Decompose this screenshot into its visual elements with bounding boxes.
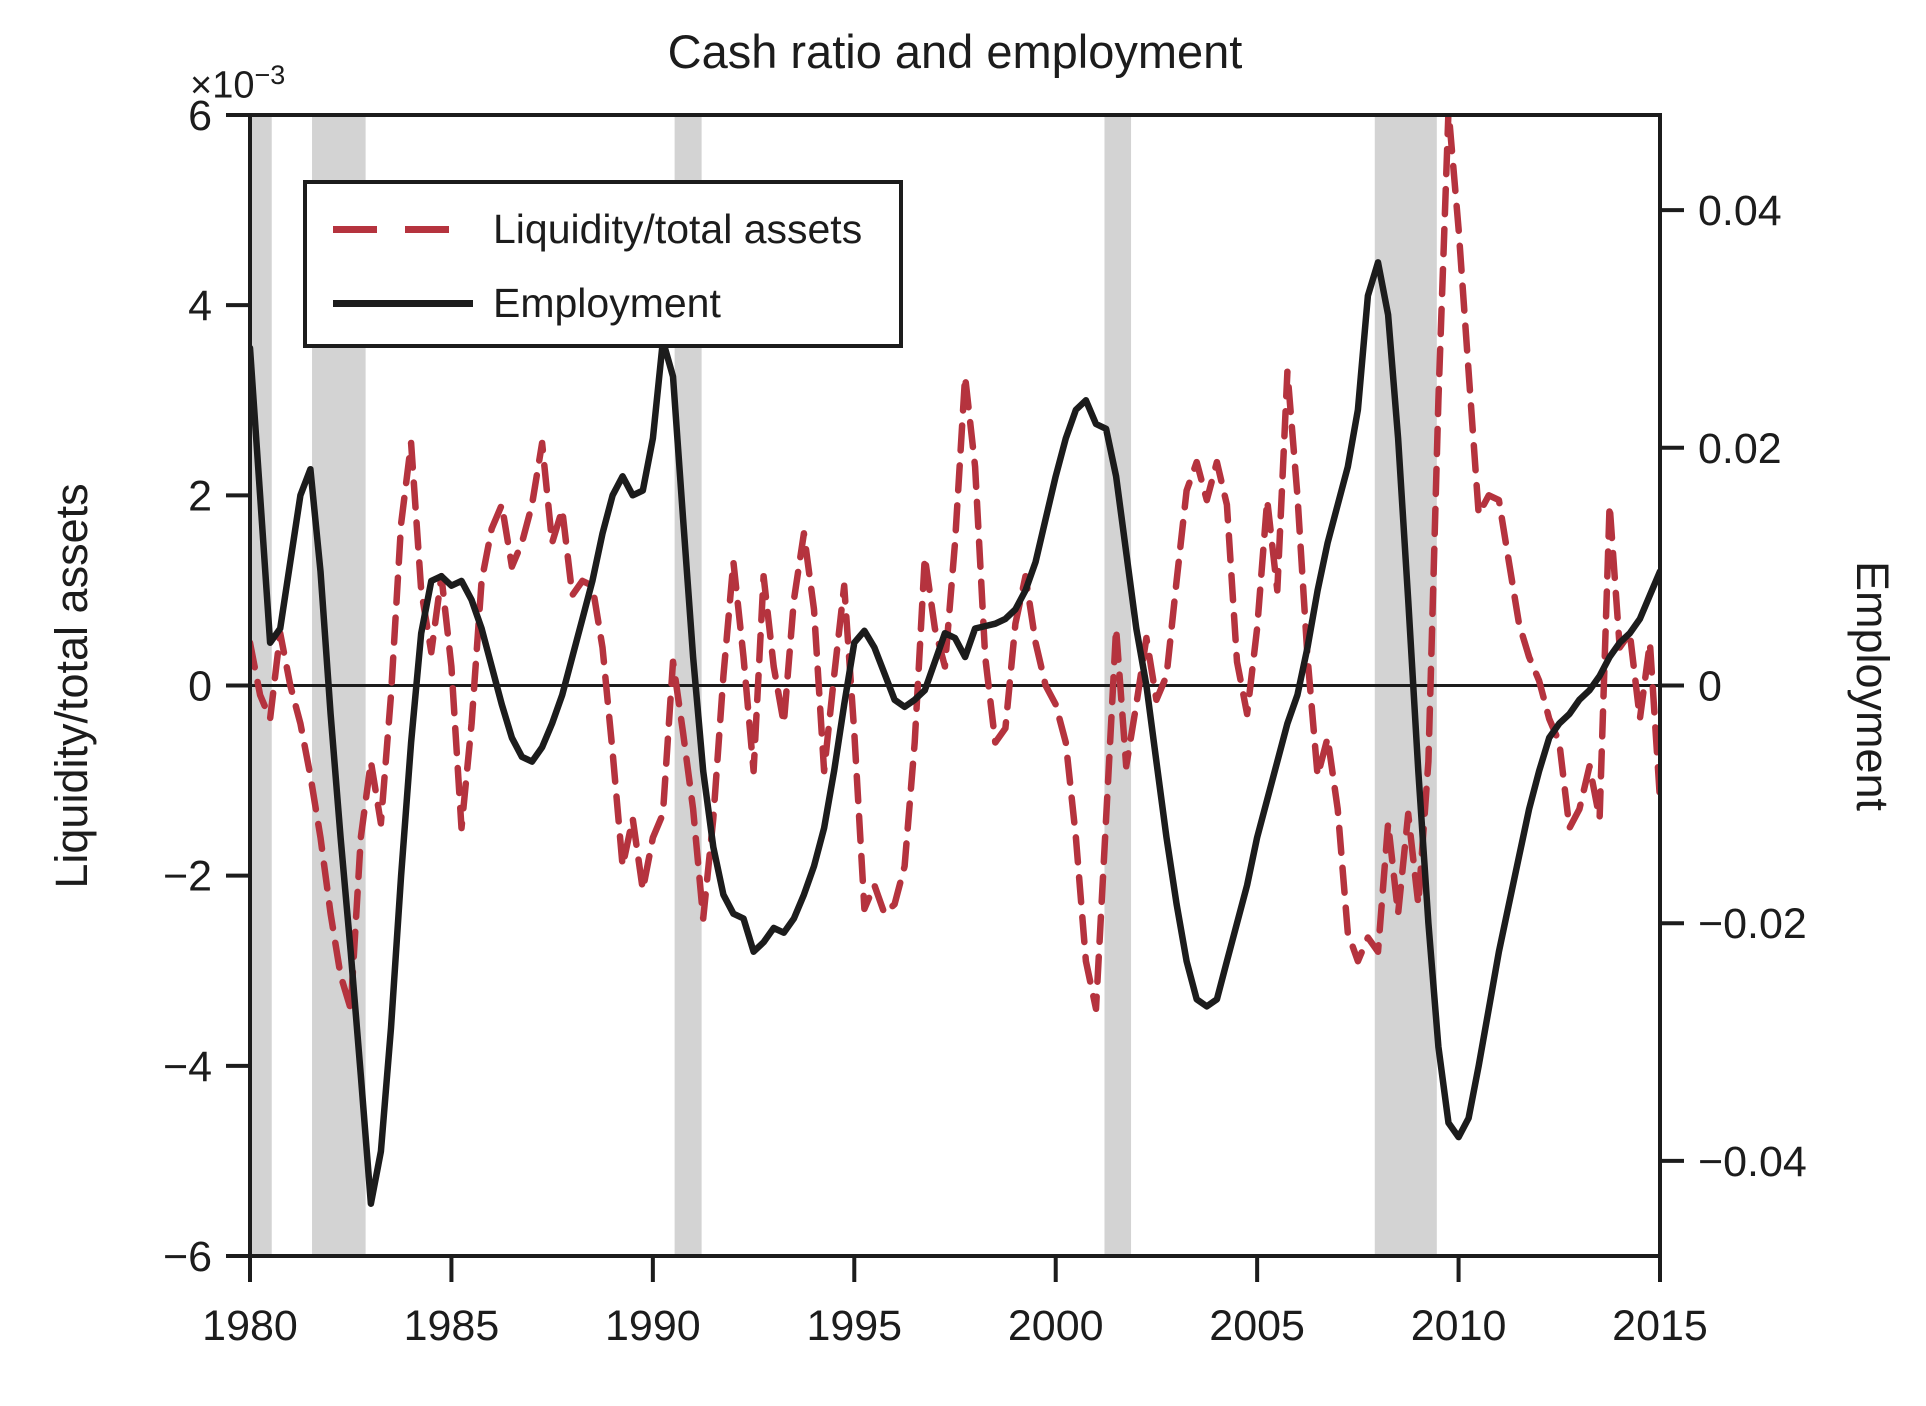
left-tick-label: −6 xyxy=(163,1233,212,1281)
right-tick-label: 0.04 xyxy=(1698,187,1782,235)
legend-item-liquidity: Liquidity/total assets xyxy=(307,192,899,266)
right-axis-label: Employment xyxy=(1847,560,1898,812)
series-line-employment xyxy=(250,259,1660,1207)
left-tick-label: −2 xyxy=(163,853,212,901)
right-tick-label: 0 xyxy=(1698,663,1722,711)
series-line-liquidity xyxy=(250,115,1660,1013)
right-tick-label: 0.02 xyxy=(1698,425,1782,473)
x-tick-label: 2015 xyxy=(1612,1302,1708,1350)
x-tick-label: 1990 xyxy=(605,1302,701,1350)
left-tick-label: 4 xyxy=(188,282,212,330)
legend-item-employment: Employment xyxy=(307,266,899,340)
right-tick-label: −0.04 xyxy=(1698,1138,1807,1186)
legend-swatch-solid-line xyxy=(333,299,473,307)
legend-swatch-dashed-line xyxy=(333,225,473,233)
x-tick-label: 2000 xyxy=(1008,1302,1104,1350)
exponent-base: ×10 xyxy=(190,64,255,107)
x-tick-label: 1980 xyxy=(202,1302,298,1350)
left-tick-label: 6 xyxy=(188,92,212,140)
right-tick-label: −0.02 xyxy=(1698,900,1807,948)
exponent-power: −3 xyxy=(254,60,286,90)
left-tick-label: −4 xyxy=(163,1043,212,1091)
legend-label-liquidity: Liquidity/total assets xyxy=(493,205,863,252)
legend-label-employment: Employment xyxy=(493,279,721,326)
left-tick-label: 0 xyxy=(188,663,212,711)
x-tick-label: 1985 xyxy=(404,1302,500,1350)
chart-title: Cash ratio and employment xyxy=(667,25,1243,78)
x-tick-label: 1995 xyxy=(806,1302,902,1350)
left-tick-label: 2 xyxy=(188,472,212,520)
x-tick-label: 2005 xyxy=(1209,1302,1305,1350)
legend-box: Liquidity/total assets Employment xyxy=(303,180,903,348)
left-axis-label: Liquidity/total assets xyxy=(46,483,97,889)
x-tick-label: 2010 xyxy=(1411,1302,1507,1350)
left-axis-exponent: ×10−3 xyxy=(190,60,285,108)
